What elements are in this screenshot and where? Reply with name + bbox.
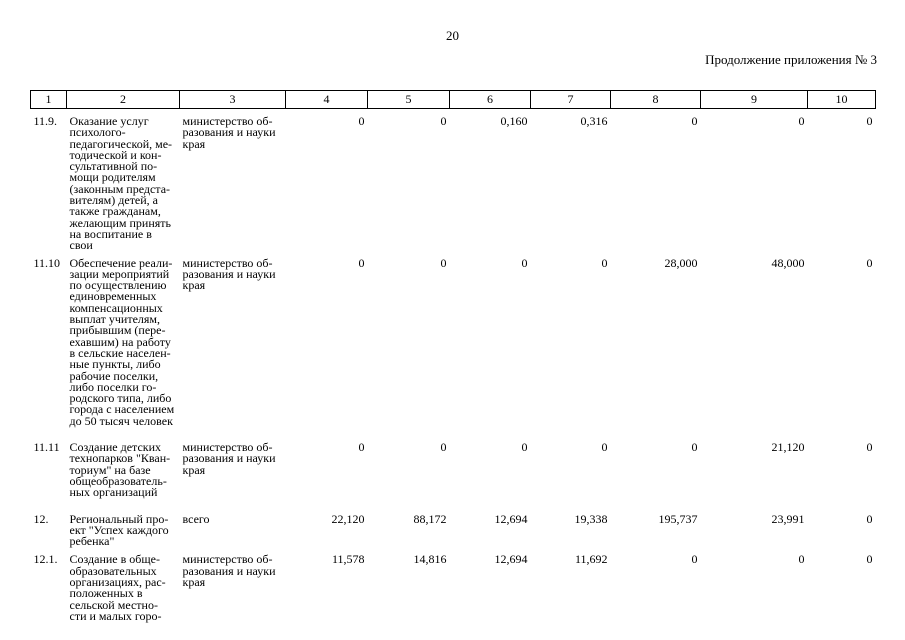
value-cell: 48,000 — [771, 255, 805, 270]
value-cell: 0 — [691, 552, 698, 567]
value-cell: 0 — [866, 552, 873, 567]
value-cell: 0 — [691, 440, 698, 455]
row-number-cell: 12.1. — [33, 552, 58, 567]
row-number-cell: 11.11 — [33, 440, 60, 455]
executor-cell: министерство об- разования и науки края — [182, 114, 276, 151]
executor-cell: министерство об- разования и науки края — [182, 440, 276, 477]
value-cell: 0 — [601, 255, 608, 270]
value-cell: 0,316 — [580, 114, 608, 128]
page-number: 20 — [446, 28, 459, 43]
value-cell: 0 — [866, 114, 873, 128]
value-cell: 0,160 — [500, 114, 528, 128]
column-number-header: 10 — [807, 90, 876, 109]
value-cell: 0 — [358, 114, 365, 128]
table-row: 11.9. Оказание услуг психолого- педагоги… — [31, 109, 876, 252]
value-cell: 12,694 — [494, 552, 528, 567]
value-cell: 0 — [866, 440, 873, 455]
value-cell: 88,172 — [413, 511, 447, 526]
header-row: 1 2 3 4 5 6 7 8 9 10 — [30, 90, 876, 109]
value-cell: 0 — [866, 255, 873, 270]
value-cell: 0 — [521, 255, 528, 270]
value-cell: 21,120 — [771, 440, 805, 455]
activity-name-cell: Создание в обще- образовательных организ… — [69, 552, 166, 623]
value-cell: 0 — [798, 114, 805, 128]
value-cell: 11,578 — [331, 552, 365, 567]
table-row: 12. Региональный про- ект "Успех каждого… — [31, 499, 876, 548]
value-cell: 0 — [798, 552, 805, 567]
column-number-header: 6 — [449, 90, 531, 109]
value-cell: 23,991 — [771, 511, 805, 526]
row-number-cell: 11.9. — [33, 114, 58, 128]
table-row: 11.10 Обеспечение реали- зации мероприят… — [31, 252, 876, 427]
value-cell: 0 — [691, 114, 698, 128]
value-cell: 22,120 — [331, 511, 365, 526]
executor-cell: министерство об- разования и науки края — [182, 255, 276, 293]
value-cell: 19,338 — [574, 511, 608, 526]
value-cell: 0 — [521, 440, 528, 455]
value-cell: 0 — [440, 114, 447, 128]
table-row: 12.1. Создание в обще- образовательных о… — [31, 547, 876, 622]
row-number-cell: 12. — [33, 511, 49, 526]
appendix-continuation-label: Продолжение приложения № 3 — [705, 52, 877, 67]
column-number-header: 3 — [179, 90, 286, 109]
activity-name-cell: Создание детских технопарков "Кван- тори… — [69, 440, 171, 500]
appendix-table: 1 2 3 4 5 6 7 8 9 10 11.9. Оказание услу… — [30, 90, 876, 622]
table-row: 11.11 Создание детских технопарков "Кван… — [31, 427, 876, 498]
value-cell: 12,694 — [494, 511, 528, 526]
value-cell: 0 — [358, 255, 365, 270]
activity-name-cell: Региональный про- ект "Успех каждого реб… — [69, 511, 169, 549]
value-cell: 0 — [440, 255, 447, 270]
column-number-header: 2 — [66, 90, 180, 109]
column-number-header: 5 — [367, 90, 450, 109]
column-number-header: 4 — [285, 90, 368, 109]
value-cell: 0 — [440, 440, 447, 455]
value-cell: 28,000 — [664, 255, 698, 270]
column-number-header: 1 — [30, 90, 67, 109]
value-cell: 0 — [866, 511, 873, 526]
table-body: 11.9. Оказание услуг психолого- педагоги… — [31, 109, 876, 623]
column-number-header: 9 — [700, 90, 808, 109]
value-cell: 0 — [601, 440, 608, 455]
value-cell: 14,816 — [413, 552, 447, 567]
column-number-header: 7 — [530, 90, 611, 109]
row-number-cell: 11.10 — [33, 255, 61, 270]
column-number-header: 8 — [610, 90, 701, 109]
value-cell: 195,737 — [658, 511, 698, 526]
activity-name-cell: Оказание услуг психолого- педагогической… — [69, 114, 173, 253]
table-header: 1 2 3 4 5 6 7 8 9 10 — [30, 90, 876, 109]
executor-cell: министерство об- разования и науки края — [182, 552, 276, 589]
value-cell: 0 — [358, 440, 365, 455]
activity-name-cell: Обеспечение реали- зации мероприятий по … — [69, 255, 175, 428]
executor-cell: всего — [182, 511, 210, 526]
value-cell: 11,692 — [574, 552, 608, 567]
